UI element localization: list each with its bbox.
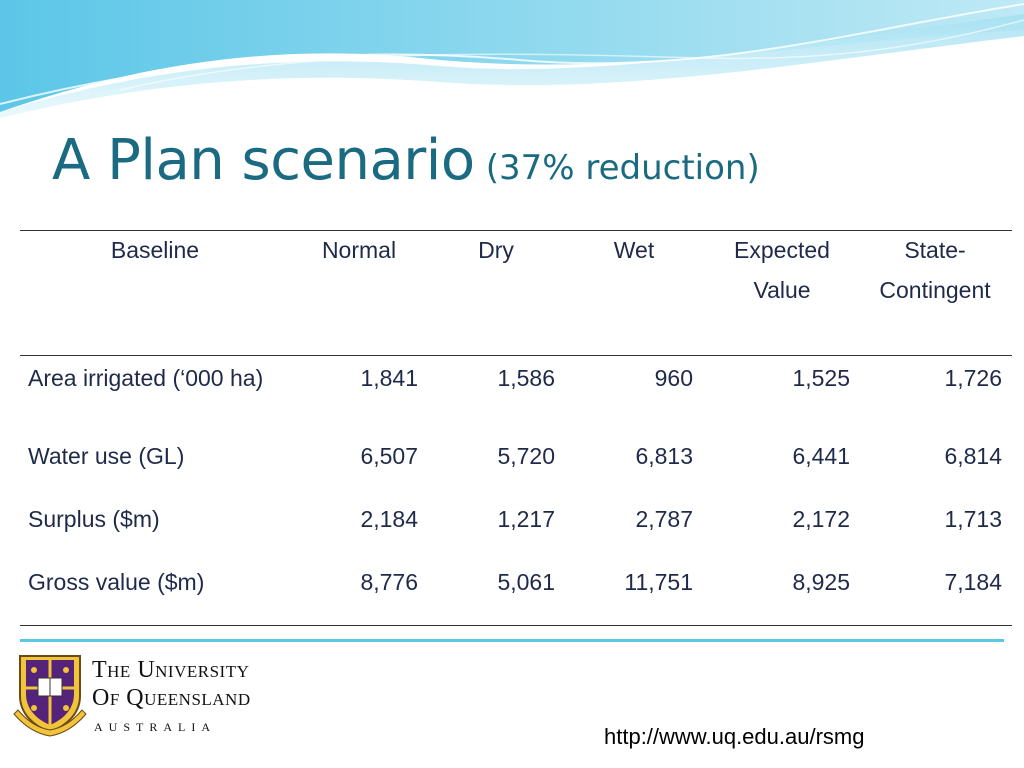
slide-title: A Plan scenario (37% reduction) — [52, 128, 760, 193]
cell-gross-state-contingent: 7,184 — [944, 569, 1002, 595]
column-header-baseline: Baseline — [110, 237, 200, 263]
table-bottom-rule — [20, 625, 1012, 626]
column-header-state-contingent: State- Contingent — [879, 237, 991, 303]
cell-water-dry: 5,720 — [497, 443, 555, 469]
cell-area-dry: 1,586 — [497, 365, 555, 391]
cell-surplus-wet: 2,787 — [635, 506, 693, 532]
cell-gross-normal: 8,776 — [360, 569, 418, 595]
row-label-area-irrigated: Area irrigated (‘000 ha) — [28, 365, 264, 391]
cell-water-expected-value: 6,441 — [792, 443, 850, 469]
cell-gross-wet: 11,751 — [624, 569, 693, 595]
cell-surplus-normal: 2,184 — [360, 506, 418, 532]
university-name-line2: Of Queensland — [92, 685, 251, 711]
row-label-surplus: Surplus ($m) — [28, 506, 160, 532]
cell-gross-dry: 5,061 — [497, 569, 555, 595]
cell-area-expected-value: 1,525 — [792, 365, 850, 391]
title-main: A Plan scenario — [52, 128, 475, 193]
university-country: AUSTRALIA — [94, 720, 216, 734]
cell-water-state-contingent: 6,814 — [944, 443, 1002, 469]
cell-area-state-contingent: 1,726 — [944, 365, 1002, 391]
cell-surplus-dry: 1,217 — [497, 506, 555, 532]
table-top-rule — [20, 230, 1012, 231]
header-wave-decoration — [0, 0, 1024, 120]
column-header-expected-value: Expected Value — [734, 237, 830, 303]
column-header-normal: Normal — [321, 237, 397, 263]
cell-area-wet: 960 — [654, 365, 693, 391]
column-header-dry: Dry — [478, 237, 514, 263]
footer-accent-line — [20, 639, 1004, 642]
cell-surplus-state-contingent: 1,713 — [944, 506, 1002, 532]
row-label-water-use: Water use (GL) — [28, 443, 185, 469]
cell-gross-expected-value: 8,925 — [792, 569, 850, 595]
university-name-line1: The University — [92, 657, 250, 683]
column-header-wet: Wet — [613, 237, 655, 263]
cell-water-normal: 6,507 — [360, 443, 418, 469]
university-name: The University Of Queensland — [92, 656, 251, 712]
cell-water-wet: 6,813 — [635, 443, 693, 469]
uq-crest-logo — [13, 655, 87, 737]
title-subtitle: (37% reduction) — [485, 148, 760, 188]
cell-surplus-expected-value: 2,172 — [792, 506, 850, 532]
table-header-rule — [20, 355, 1012, 356]
cell-area-normal: 1,841 — [360, 365, 418, 391]
row-label-gross-value: Gross value ($m) — [28, 569, 205, 595]
footer-url[interactable]: http://www.uq.edu.au/rsmg — [604, 724, 865, 749]
